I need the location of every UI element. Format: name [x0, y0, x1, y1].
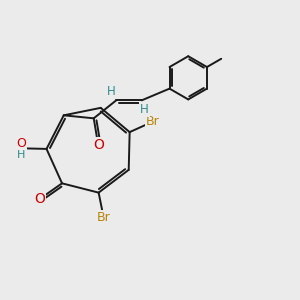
- Text: O: O: [16, 137, 26, 150]
- Text: H: H: [140, 103, 149, 116]
- Text: H: H: [106, 85, 115, 98]
- Text: O: O: [93, 138, 104, 152]
- Text: H: H: [17, 150, 25, 160]
- Text: Br: Br: [146, 115, 160, 128]
- Text: O: O: [34, 192, 45, 206]
- Text: Br: Br: [97, 211, 110, 224]
